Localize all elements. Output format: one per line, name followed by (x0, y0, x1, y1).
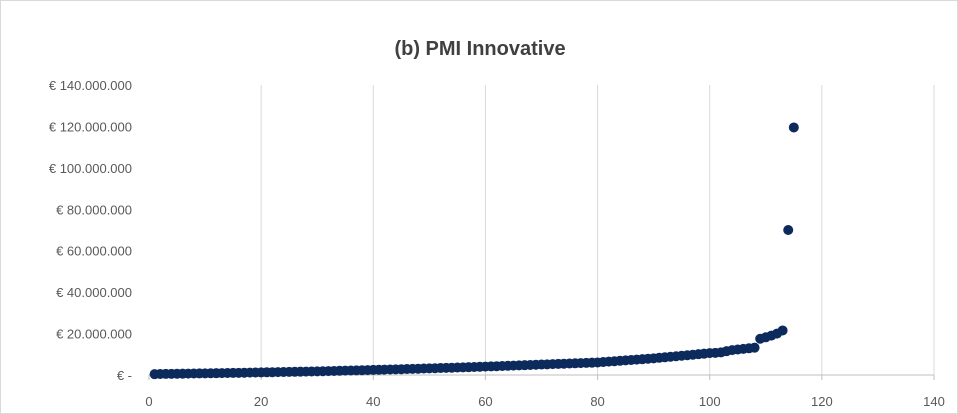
y-axis-tick-labels: € - € 20.000.000 € 40.000.000 € 60.000.000 €… (49, 78, 132, 383)
y-tick-label: € 60.000.000 (56, 244, 132, 259)
x-tick-label: 40 (366, 394, 380, 409)
data-point (777, 325, 788, 336)
y-tick-label: € 20.000.000 (56, 327, 132, 342)
y-tick-label: € 120.000.000 (49, 119, 132, 134)
y-tick-label: € 100.000.000 (49, 161, 132, 176)
y-tick-label: € 40.000.000 (56, 285, 132, 300)
x-tick-label: 20 (254, 394, 268, 409)
x-tick-label: 120 (811, 394, 833, 409)
y-tick-label: € 80.000.000 (56, 202, 132, 217)
x-tick-label: 100 (699, 394, 721, 409)
data-point (783, 225, 794, 235)
chart-title: (b) PMI Innovative (394, 38, 565, 60)
x-tick-label: 140 (923, 394, 945, 409)
data-point (749, 342, 760, 353)
data-points (149, 122, 799, 380)
data-point (788, 122, 799, 133)
y-tick-label: € - (117, 368, 132, 383)
grid-lines (260, 85, 935, 375)
x-tick-label: 60 (478, 394, 492, 409)
y-tick-label: € 140.000.000 (49, 78, 132, 93)
x-tick-label: 80 (590, 394, 604, 409)
x-axis-tick-labels: 0 20 40 60 80 100 120 140 (145, 394, 944, 409)
x-tick-label: 0 (145, 394, 152, 409)
